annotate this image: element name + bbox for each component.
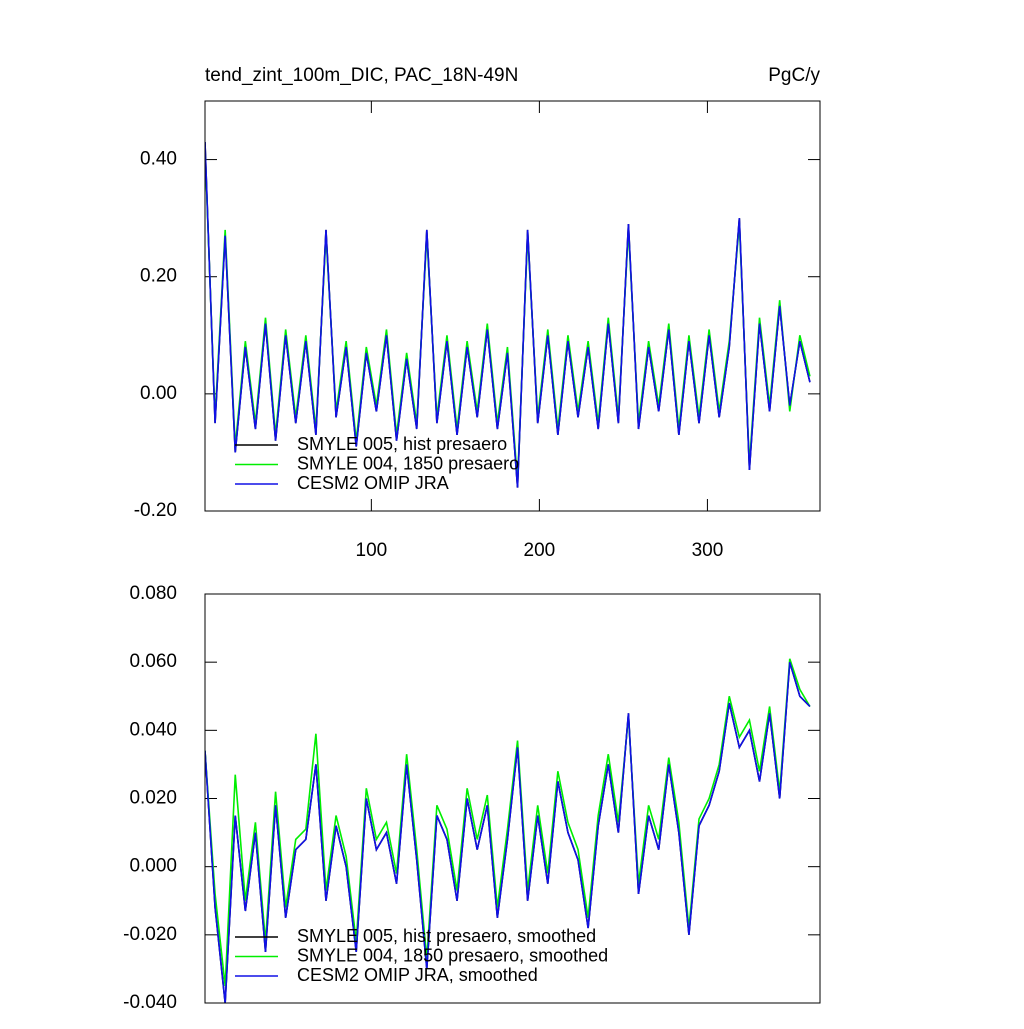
- plot-frame: [204, 100, 821, 512]
- legend-label: SMYLE 005, hist presaero: [297, 434, 507, 454]
- y-tick-label: -0.20: [134, 500, 177, 521]
- y-tick-label: 0.080: [129, 583, 177, 604]
- legend-label: CESM2 OMIP JRA: [297, 473, 449, 493]
- series-line: [205, 141, 811, 488]
- series-line: [205, 141, 811, 488]
- y-tick-label: 0.00: [140, 383, 177, 404]
- y-tick-label: 0.060: [129, 651, 177, 672]
- y-tick-label: 0.000: [129, 856, 177, 877]
- y-tick-label: 0.020: [129, 788, 177, 809]
- x-tick-label: 200: [524, 540, 556, 561]
- y-tick-label: 0.40: [140, 149, 177, 170]
- series-line: [205, 658, 811, 987]
- plot-frame: [204, 593, 821, 1004]
- x-tick-label: 300: [692, 540, 724, 561]
- legend-label: SMYLE 005, hist presaero, smoothed: [297, 926, 596, 946]
- legend-label: CESM2 OMIP JRA, smoothed: [297, 965, 538, 985]
- series-line: [205, 661, 811, 1003]
- series-line: [205, 147, 811, 482]
- legend-label: SMYLE 004, 1850 presaero: [297, 453, 519, 473]
- y-tick-label: -0.040: [123, 992, 177, 1013]
- x-tick-label: 100: [356, 540, 388, 561]
- chart-title: tend_zint_100m_DIC, PAC_18N-49N: [205, 65, 518, 86]
- y-tick-label: -0.020: [123, 924, 177, 945]
- units-label: PgC/y: [768, 65, 820, 86]
- y-tick-label: 0.20: [140, 266, 177, 287]
- y-tick-label: 0.040: [129, 719, 177, 740]
- legend-label: SMYLE 004, 1850 presaero, smoothed: [297, 945, 608, 965]
